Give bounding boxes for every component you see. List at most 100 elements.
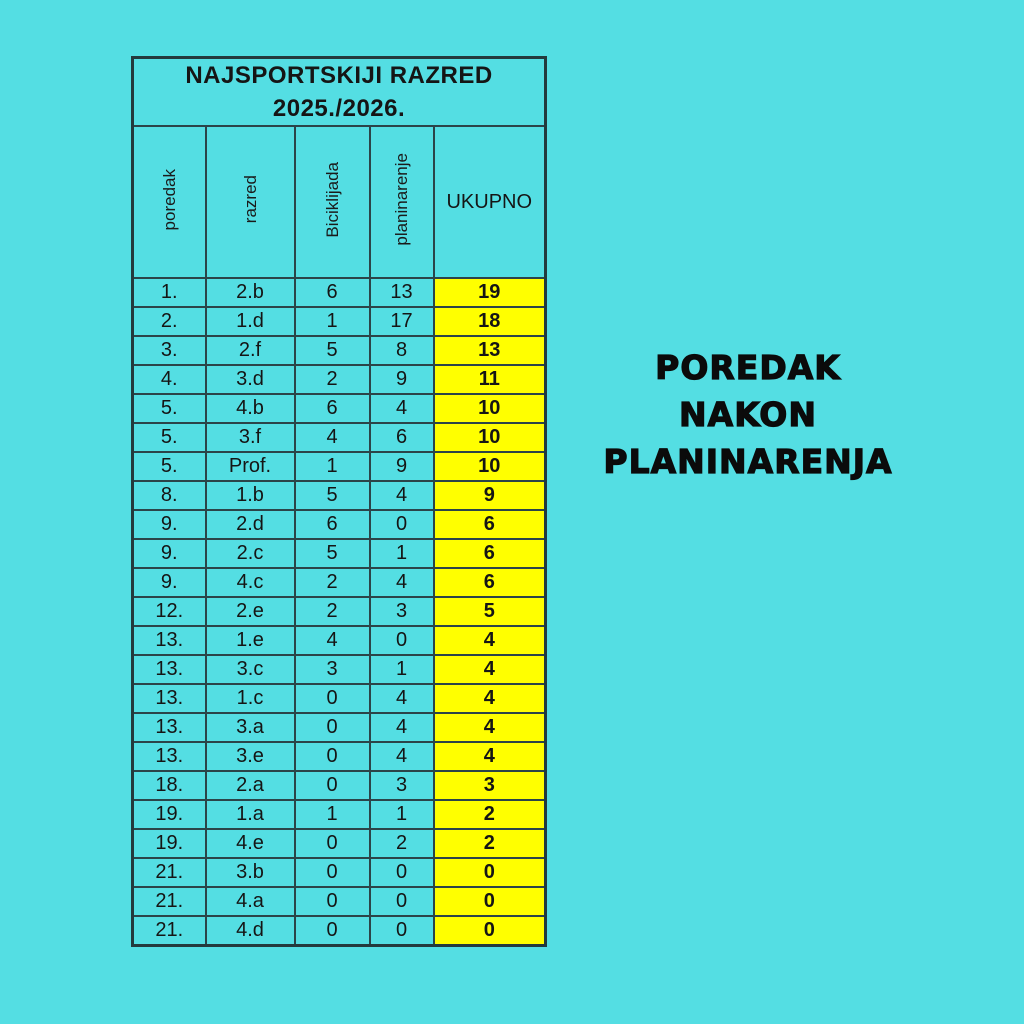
cell-biciklijada: 1 xyxy=(293,306,371,337)
cell-ukupno: 0 xyxy=(432,886,547,917)
cell-razred: 3.f xyxy=(204,422,296,453)
cell-biciklijada: 4 xyxy=(293,625,371,656)
cell-planinarenje: 17 xyxy=(368,306,435,337)
cell-biciklijada: 2 xyxy=(293,596,371,627)
cell-planinarenje: 0 xyxy=(368,915,435,947)
table-row: 13. 3.c 3 1 4 xyxy=(131,654,547,685)
table-row: 13. 1.e 4 0 4 xyxy=(131,625,547,656)
cell-razred: Prof. xyxy=(204,451,296,482)
cell-poredak: 9. xyxy=(131,567,207,598)
cell-planinarenje: 4 xyxy=(368,712,435,743)
cell-poredak: 2. xyxy=(131,306,207,337)
table-row: 21. 3.b 0 0 0 xyxy=(131,857,547,888)
cell-planinarenje: 0 xyxy=(368,625,435,656)
cell-poredak: 19. xyxy=(131,828,207,859)
cell-poredak: 21. xyxy=(131,915,207,947)
cell-razred: 4.c xyxy=(204,567,296,598)
cell-ukupno: 3 xyxy=(432,770,547,801)
cell-planinarenje: 4 xyxy=(368,741,435,772)
cell-biciklijada: 5 xyxy=(293,335,371,366)
cell-biciklijada: 0 xyxy=(293,741,371,772)
table-row: 21. 4.a 0 0 0 xyxy=(131,886,547,917)
cell-poredak: 21. xyxy=(131,857,207,888)
cell-biciklijada: 2 xyxy=(293,364,371,395)
cell-razred: 4.a xyxy=(204,886,296,917)
cell-ukupno: 2 xyxy=(432,828,547,859)
cell-poredak: 13. xyxy=(131,625,207,656)
table-body: 1. 2.b 6 13 19 2. 1.d 1 17 18 3. 2.f 5 8 13 4. 3.d 2 9 11 5.… xyxy=(131,277,547,947)
cell-ukupno: 4 xyxy=(432,654,547,685)
column-header-planinarenje-label: planinarenje xyxy=(392,153,411,246)
table-row: 13. 3.a 0 4 4 xyxy=(131,712,547,743)
cell-planinarenje: 4 xyxy=(368,567,435,598)
cell-ukupno: 4 xyxy=(432,712,547,743)
table-row: 8. 1.b 5 4 9 xyxy=(131,480,547,511)
cell-razred: 2.f xyxy=(204,335,296,366)
table-row: 18. 2.a 0 3 3 xyxy=(131,770,547,801)
cell-poredak: 21. xyxy=(131,886,207,917)
cell-ukupno: 4 xyxy=(432,625,547,656)
cell-ukupno: 13 xyxy=(432,335,547,366)
column-header-razred: razred xyxy=(204,125,296,279)
cell-ukupno: 0 xyxy=(432,857,547,888)
cell-biciklijada: 6 xyxy=(293,393,371,424)
column-header-planinarenje: planinarenje xyxy=(368,125,435,279)
table-title-line2: 2025./2026. xyxy=(272,95,406,122)
cell-planinarenje: 1 xyxy=(368,654,435,685)
cell-razred: 3.d xyxy=(204,364,296,395)
cell-poredak: 9. xyxy=(131,538,207,569)
table-row: 5. Prof. 1 9 10 xyxy=(131,451,547,482)
cell-razred: 4.b xyxy=(204,393,296,424)
cell-biciklijada: 0 xyxy=(293,915,371,947)
cell-razred: 3.e xyxy=(204,741,296,772)
cell-ukupno: 19 xyxy=(432,277,547,308)
table-row: 12. 2.e 2 3 5 xyxy=(131,596,547,627)
cell-poredak: 5. xyxy=(131,393,207,424)
cell-razred: 3.b xyxy=(204,857,296,888)
cell-razred: 3.a xyxy=(204,712,296,743)
table-row: 9. 2.d 6 0 6 xyxy=(131,509,547,540)
cell-planinarenje: 9 xyxy=(368,451,435,482)
table-row: 13. 1.c 0 4 4 xyxy=(131,683,547,714)
cell-poredak: 13. xyxy=(131,683,207,714)
table-row: 3. 2.f 5 8 13 xyxy=(131,335,547,366)
cell-planinarenje: 6 xyxy=(368,422,435,453)
cell-poredak: 4. xyxy=(131,364,207,395)
column-header-biciklijada-label: Biciklijada xyxy=(322,161,342,238)
table-row: 4. 3.d 2 9 11 xyxy=(131,364,547,395)
cell-biciklijada: 0 xyxy=(293,770,371,801)
table-row: 13. 3.e 0 4 4 xyxy=(131,741,547,772)
cell-ukupno: 6 xyxy=(432,538,547,569)
cell-planinarenje: 0 xyxy=(368,857,435,888)
table-row: 19. 1.a 1 1 2 xyxy=(131,799,547,830)
cell-planinarenje: 4 xyxy=(368,683,435,714)
cell-planinarenje: 2 xyxy=(368,828,435,859)
table-row: 2. 1.d 1 17 18 xyxy=(131,306,547,337)
cell-ukupno: 2 xyxy=(432,799,547,830)
column-header-poredak-label: poredak xyxy=(159,168,179,231)
side-caption-line1: POREDAK xyxy=(655,347,841,387)
cell-biciklijada: 2 xyxy=(293,567,371,598)
cell-planinarenje: 8 xyxy=(368,335,435,366)
cell-razred: 4.e xyxy=(204,828,296,859)
cell-ukupno: 6 xyxy=(432,567,547,598)
cell-razred: 4.d xyxy=(204,915,296,947)
cell-biciklijada: 6 xyxy=(293,277,371,308)
cell-poredak: 13. xyxy=(131,654,207,685)
table-row: 1. 2.b 6 13 19 xyxy=(131,277,547,308)
cell-razred: 1.d xyxy=(204,306,296,337)
cell-biciklijada: 4 xyxy=(293,422,371,453)
side-caption: POREDAK NAKON PLANINARENJA xyxy=(592,344,904,485)
cell-poredak: 13. xyxy=(131,741,207,772)
cell-planinarenje: 9 xyxy=(368,364,435,395)
cell-ukupno: 10 xyxy=(432,451,547,482)
cell-poredak: 3. xyxy=(131,335,207,366)
cell-planinarenje: 13 xyxy=(368,277,435,308)
table-row: 9. 4.c 2 4 6 xyxy=(131,567,547,598)
cell-planinarenje: 3 xyxy=(368,596,435,627)
cell-biciklijada: 1 xyxy=(293,451,371,482)
cell-poredak: 1. xyxy=(131,277,207,308)
cell-razred: 2.a xyxy=(204,770,296,801)
cell-razred: 2.b xyxy=(204,277,296,308)
